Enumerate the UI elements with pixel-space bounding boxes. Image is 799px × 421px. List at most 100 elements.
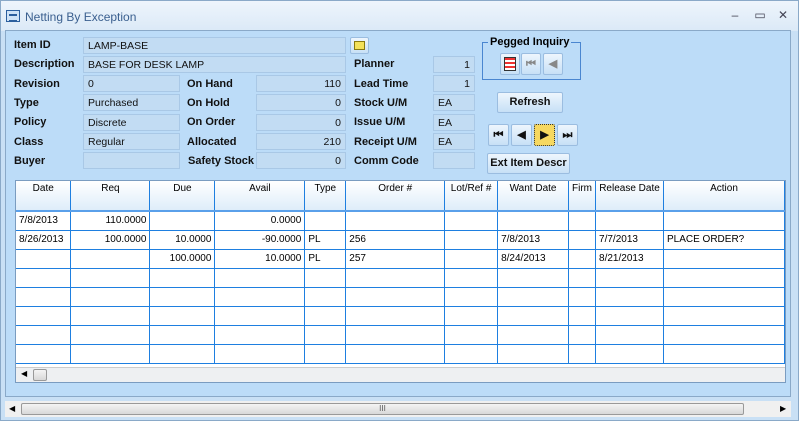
table-cell[interactable]: PL	[304, 249, 347, 269]
table-cell[interactable]	[149, 268, 216, 288]
column-header[interactable]: Avail	[214, 181, 306, 212]
table-cell[interactable]: 7/7/2013	[595, 230, 664, 250]
table-cell[interactable]	[497, 306, 570, 326]
table-cell[interactable]	[444, 325, 499, 345]
table-cell[interactable]	[149, 287, 216, 307]
column-header[interactable]: Type	[304, 181, 347, 212]
table-cell[interactable]	[16, 249, 72, 269]
scroll-right-icon[interactable]: ▶	[780, 404, 787, 413]
table-cell[interactable]	[568, 344, 597, 364]
table-cell[interactable]: 0.0000	[214, 211, 306, 231]
table-cell[interactable]	[663, 344, 785, 364]
table-cell[interactable]	[663, 249, 785, 269]
table-cell[interactable]: 100.0000	[149, 249, 216, 269]
grid-horizontal-scrollbar[interactable]: ◀	[16, 367, 785, 382]
table-cell[interactable]: 8/26/2013	[16, 230, 72, 250]
scroll-left-icon[interactable]: ◀	[21, 369, 28, 378]
table-cell[interactable]	[304, 287, 347, 307]
type-field[interactable]: Purchased	[83, 94, 180, 111]
refresh-button[interactable]: Refresh	[497, 92, 563, 113]
table-cell[interactable]	[444, 249, 499, 269]
column-header[interactable]: Order #	[345, 181, 446, 212]
table-cell[interactable]	[568, 287, 597, 307]
column-header[interactable]: Firm	[568, 181, 597, 212]
table-cell[interactable]	[16, 344, 72, 364]
window-horizontal-scrollbar[interactable]: ◀ III ▶	[5, 401, 791, 417]
next-record-button[interactable]: ▶	[534, 124, 555, 146]
grid-scroll-thumb[interactable]	[33, 369, 47, 381]
class-field[interactable]: Regular	[83, 133, 180, 150]
table-cell[interactable]	[149, 306, 216, 326]
table-cell[interactable]	[444, 211, 499, 231]
table-cell[interactable]: 8/24/2013	[497, 249, 570, 269]
column-header[interactable]: Date	[16, 181, 72, 212]
table-cell[interactable]: PL	[304, 230, 347, 250]
table-row[interactable]: 8/26/2013 100.0000 10.0000 -90.0000 PL 256 7/8…	[16, 230, 785, 250]
table-cell[interactable]	[444, 306, 499, 326]
table-cell[interactable]	[497, 325, 570, 345]
table-cell[interactable]	[568, 325, 597, 345]
table-row[interactable]	[16, 287, 785, 307]
table-cell[interactable]	[70, 325, 151, 345]
table-cell[interactable]	[444, 268, 499, 288]
table-cell[interactable]	[568, 211, 597, 231]
policy-field[interactable]: Discrete	[83, 114, 180, 131]
planner-field[interactable]: 1	[433, 56, 475, 73]
table-cell[interactable]: 10.0000	[149, 230, 216, 250]
comm-code-field[interactable]	[433, 152, 475, 169]
table-cell[interactable]	[304, 325, 347, 345]
last-record-button[interactable]: ⏭	[557, 124, 578, 146]
column-header[interactable]: Action	[663, 181, 785, 212]
table-cell[interactable]	[444, 230, 499, 250]
pegged-prev-button[interactable]: ◀	[543, 53, 563, 75]
table-cell[interactable]	[16, 287, 72, 307]
table-cell[interactable]	[70, 344, 151, 364]
table-cell[interactable]: 7/8/2013	[497, 230, 570, 250]
stock-um-field[interactable]: EA	[433, 94, 475, 111]
prev-record-button[interactable]: ◀	[511, 124, 532, 146]
pegged-inquiry-button[interactable]	[500, 53, 520, 75]
column-header[interactable]: Due	[149, 181, 216, 212]
table-cell[interactable]	[345, 287, 446, 307]
table-cell[interactable]	[214, 287, 306, 307]
on-order-field[interactable]: 0	[256, 114, 346, 131]
table-cell[interactable]	[595, 287, 664, 307]
table-cell[interactable]	[595, 306, 664, 326]
table-cell[interactable]	[497, 211, 570, 231]
table-cell[interactable]	[70, 268, 151, 288]
table-cell[interactable]	[444, 287, 499, 307]
safety-stock-field[interactable]: 0	[256, 152, 346, 169]
table-cell[interactable]: 8/21/2013	[595, 249, 664, 269]
table-cell[interactable]	[595, 344, 664, 364]
table-cell[interactable]	[568, 230, 597, 250]
table-row[interactable]	[16, 306, 785, 326]
table-cell[interactable]	[214, 306, 306, 326]
table-cell[interactable]	[345, 306, 446, 326]
table-row[interactable]	[16, 268, 785, 288]
table-cell[interactable]	[214, 325, 306, 345]
scroll-left-icon[interactable]: ◀	[9, 404, 16, 413]
column-header[interactable]: Release Date	[595, 181, 664, 212]
table-cell[interactable]	[304, 306, 347, 326]
table-cell[interactable]	[345, 211, 446, 231]
table-cell[interactable]	[595, 211, 664, 231]
table-cell[interactable]	[345, 325, 446, 345]
table-cell[interactable]	[304, 211, 347, 231]
buyer-field[interactable]	[83, 152, 180, 169]
table-cell[interactable]	[16, 268, 72, 288]
table-cell[interactable]	[214, 268, 306, 288]
table-cell[interactable]: 257	[345, 249, 446, 269]
revision-field[interactable]: 0	[83, 75, 180, 92]
table-cell[interactable]: PLACE ORDER?	[663, 230, 785, 250]
table-cell[interactable]: 10.0000	[214, 249, 306, 269]
table-cell[interactable]: 256	[345, 230, 446, 250]
table-cell[interactable]	[663, 287, 785, 307]
table-cell[interactable]: 110.0000	[70, 211, 151, 231]
table-cell[interactable]	[304, 344, 347, 364]
column-header[interactable]: Lot/Ref #	[444, 181, 499, 212]
table-cell[interactable]	[149, 325, 216, 345]
table-cell[interactable]	[497, 344, 570, 364]
table-row[interactable]: 100.0000 10.0000 PL 257 8/24/2013 8/21/2013	[16, 249, 785, 269]
column-header[interactable]: Req	[70, 181, 151, 212]
pegged-first-button[interactable]: ⏮	[521, 53, 541, 75]
